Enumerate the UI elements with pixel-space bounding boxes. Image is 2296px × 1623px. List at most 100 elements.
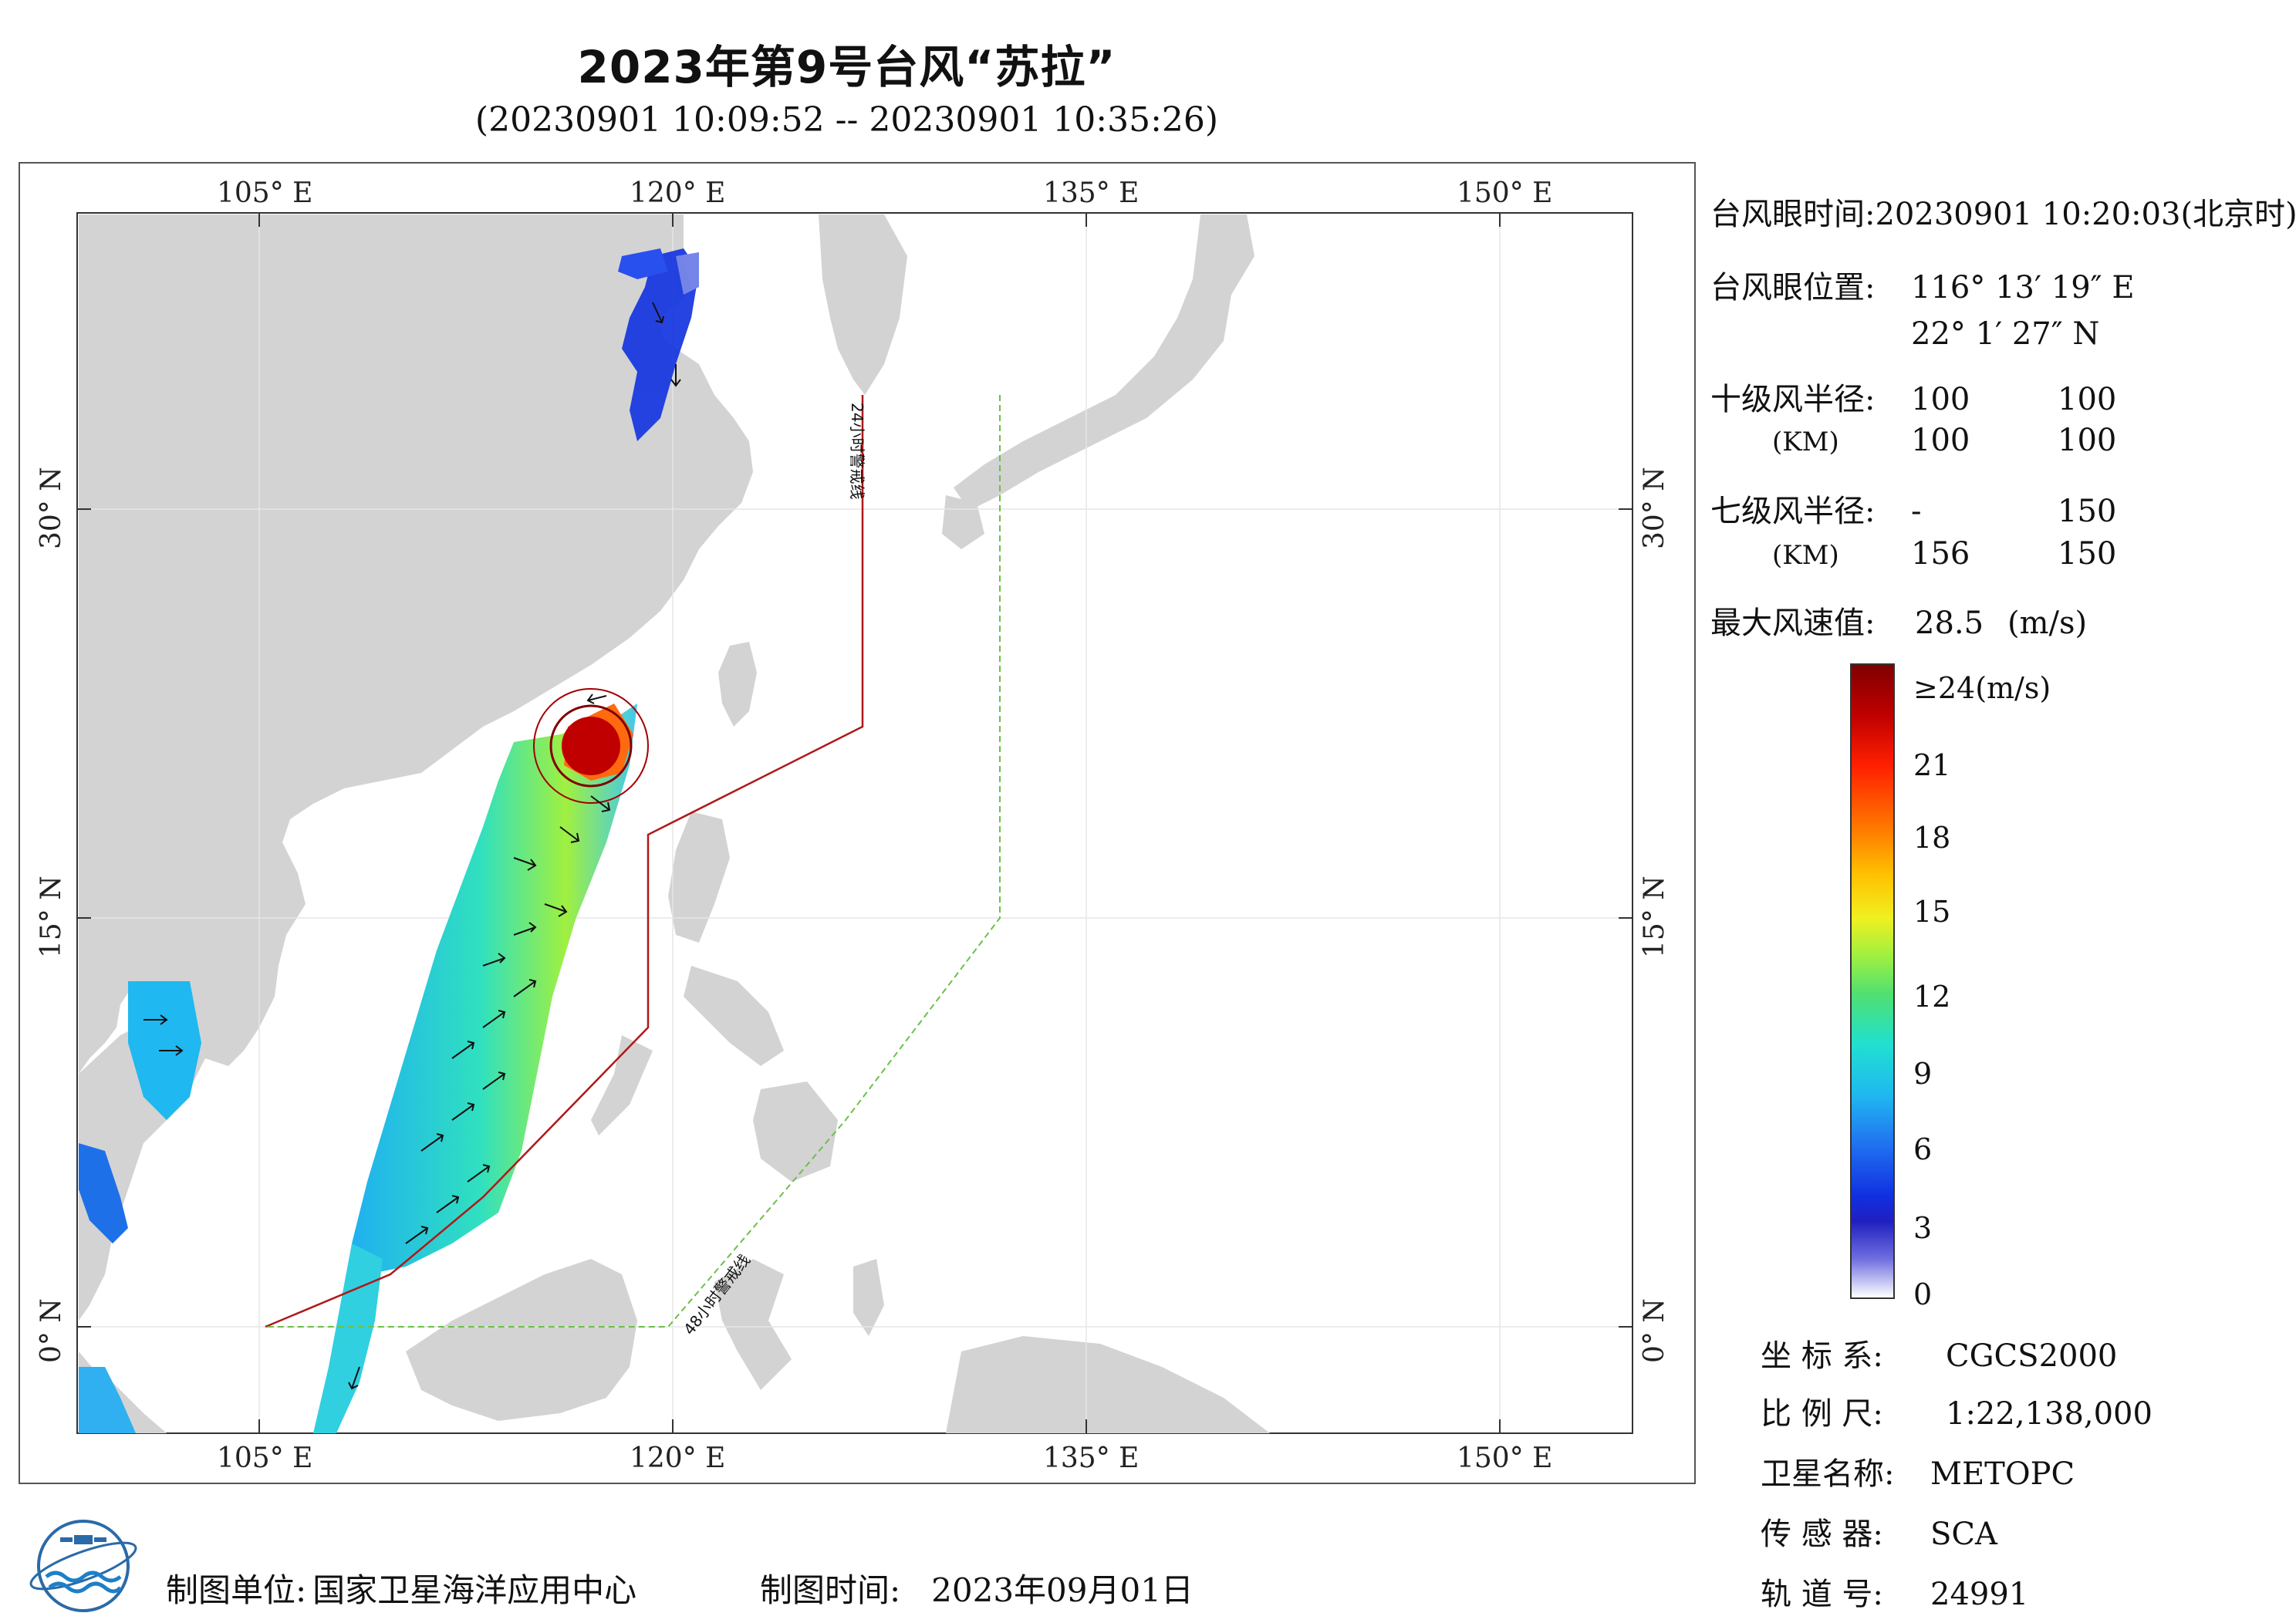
land-mindanao [753, 1081, 838, 1182]
map-panel: 105° E 120° E 135° E 150° E 105° E 120° … [19, 162, 1696, 1484]
eye-time-row: 台风眼时间:20230901 10:20:03(北京时) [1710, 189, 2296, 234]
footer-time-label: 制图时间: [760, 1571, 901, 1609]
lon-label-top-120: 120° E [630, 177, 725, 209]
r10-ne: 100 [1911, 382, 1970, 417]
lat-label-left-0: 0° N [35, 1298, 67, 1363]
r10-unit: (KM) [1772, 427, 1839, 457]
colorbar-label-0: 0 [1913, 1277, 1933, 1311]
colorbar-label-12: 12 [1913, 980, 1951, 1014]
land-philippines-central [684, 966, 784, 1066]
max-wind-row: 最大风速值: 28.5 (m/s) [1710, 598, 2087, 643]
land-luzon [668, 812, 730, 943]
ticks [77, 213, 1633, 1433]
lon-label-bottom-105: 105° E [217, 1442, 312, 1474]
satellite-row: 卫星名称: METOPC [1761, 1449, 2075, 1493]
footer-time: 制图时间: 2023年09月01日 [760, 1564, 1194, 1611]
lon-label-bottom-150: 150° E [1457, 1442, 1552, 1474]
lat-label-left-30: 30° N [35, 467, 67, 549]
scale-value: 1:22,138,000 [1946, 1396, 2152, 1432]
lon-label-top-135: 135° E [1043, 177, 1139, 209]
footer-time-value: 2023年09月01日 [931, 1571, 1194, 1609]
warning-line-24h-label: 24小时警戒线 [848, 403, 866, 499]
r10-label: 十级风半径: [1710, 382, 1876, 417]
lat-label-right-0: 0° N [1639, 1298, 1670, 1363]
graticule [77, 213, 1633, 1433]
wind-swath-south-china-sea [313, 688, 649, 1433]
orbit-value: 24991 [1930, 1577, 2029, 1612]
land-borneo [406, 1259, 637, 1421]
r7-label: 七级风半径: [1710, 494, 1876, 529]
axis-labels: 105° E 120° E 135° E 150° E 105° E 120° … [35, 177, 1670, 1474]
land-korea [819, 214, 907, 395]
lat-label-right-30: 30° N [1639, 467, 1670, 549]
colorbar-label-3: 3 [1913, 1211, 1933, 1245]
sensor-value: SCA [1930, 1517, 1997, 1552]
sensor-label: 传 感 器: [1761, 1517, 1883, 1552]
map-title: 2023年第9号台风“苏拉” [577, 41, 1116, 93]
r7-nw: 150 [2058, 536, 2117, 572]
warning-lines [265, 395, 1001, 1328]
sensor-row: 传 感 器: SCA [1761, 1509, 1997, 1554]
r10-row-2: (KM) 100 100 [1710, 423, 2116, 458]
satellite-value: METOPC [1930, 1456, 2075, 1492]
land-halmahera [853, 1259, 884, 1336]
map-subtitle: (20230901 10:09:52 -- 20230901 10:35:26) [474, 100, 1219, 140]
coord-label: 坐 标 系: [1761, 1338, 1883, 1374]
eye-pos-label: 台风眼位置: [1710, 270, 1876, 305]
r7-sw: 156 [1911, 536, 1970, 572]
r10-sw: 100 [1911, 423, 1970, 458]
r7-ne: - [1911, 494, 1922, 529]
eye-time-label: 台风眼时间: [1710, 197, 1876, 232]
land-asia-mainland [79, 214, 753, 1074]
max-wind-label: 最大风速值: [1710, 606, 1876, 641]
coord-row: 坐 标 系: CGCS2000 [1761, 1331, 2117, 1375]
eye-lat: 22° 1′ 27″ N [1911, 316, 2100, 352]
orbit-row: 轨 道 号: 24991 [1761, 1569, 2028, 1614]
eye-time-value: 20230901 10:20:03(北京时) [1875, 197, 2296, 232]
lat-label-left-15: 15° N [35, 876, 67, 958]
wind-swath-north [618, 248, 699, 441]
colorbar-label-6: 6 [1913, 1132, 1933, 1166]
colorbar-label-18: 18 [1913, 821, 1951, 855]
eye-lon: 116° 13′ 19″ E [1911, 270, 2135, 305]
footer-unit: 制图单位: 国家卫星海洋应用中心 [166, 1564, 636, 1611]
r7-row-2: (KM) 156 150 [1710, 536, 2116, 572]
satellite-label: 卫星名称: [1761, 1456, 1895, 1492]
colorbar [1850, 663, 1895, 1299]
land-sulawesi [714, 1259, 792, 1390]
r10-nw: 100 [2058, 423, 2117, 458]
orbit-label: 轨 道 号: [1761, 1577, 1883, 1612]
line-48h [265, 395, 1001, 1328]
r10-se: 100 [2058, 382, 2117, 417]
lon-label-bottom-135: 135° E [1043, 1442, 1139, 1474]
colorbar-label-9: 9 [1913, 1057, 1933, 1091]
footer-unit-label: 制图单位: [166, 1571, 307, 1609]
land-taiwan [718, 642, 757, 727]
scale-label: 比 例 尺: [1761, 1396, 1883, 1432]
scale-row: 比 例 尺: 1:22,138,000 [1761, 1388, 2152, 1433]
colorbar-label-15: 15 [1913, 895, 1951, 929]
wind-arrows [144, 302, 681, 1390]
colorbar-label-24: ≥24(m/s) [1913, 671, 2051, 705]
map-canvas: 105° E 120° E 135° E 150° E 105° E 120° … [35, 177, 1670, 1474]
max-wind-unit: (m/s) [2007, 606, 2088, 641]
lat-label-right-15: 15° N [1639, 876, 1670, 958]
lon-label-top-150: 150° E [1457, 177, 1552, 209]
footer-unit-value: 国家卫星海洋应用中心 [312, 1571, 637, 1609]
eye-pos-row: 台风眼位置: 116° 13′ 19″ E [1710, 262, 2135, 307]
land-palawan [591, 1035, 653, 1135]
lon-label-top-105: 105° E [217, 177, 312, 209]
max-wind-value: 28.5 [1915, 606, 1984, 641]
r10-row-1: 十级风半径: 100 100 [1710, 374, 2116, 419]
lon-label-bottom-120: 120° E [630, 1442, 725, 1474]
r7-unit: (KM) [1772, 540, 1839, 571]
colorbar-label-21: 21 [1913, 748, 1951, 782]
land-new-guinea [946, 1336, 1270, 1433]
r7-se: 150 [2058, 494, 2117, 529]
line-24h [265, 395, 864, 1328]
coord-value: CGCS2000 [1946, 1338, 2118, 1374]
r7-row-1: 七级风半径: - 150 [1710, 486, 2116, 531]
land-japan [954, 214, 1254, 511]
eye-lat-row: 22° 1′ 27″ N [1911, 316, 2099, 352]
nsoas-logo [29, 1520, 137, 1612]
